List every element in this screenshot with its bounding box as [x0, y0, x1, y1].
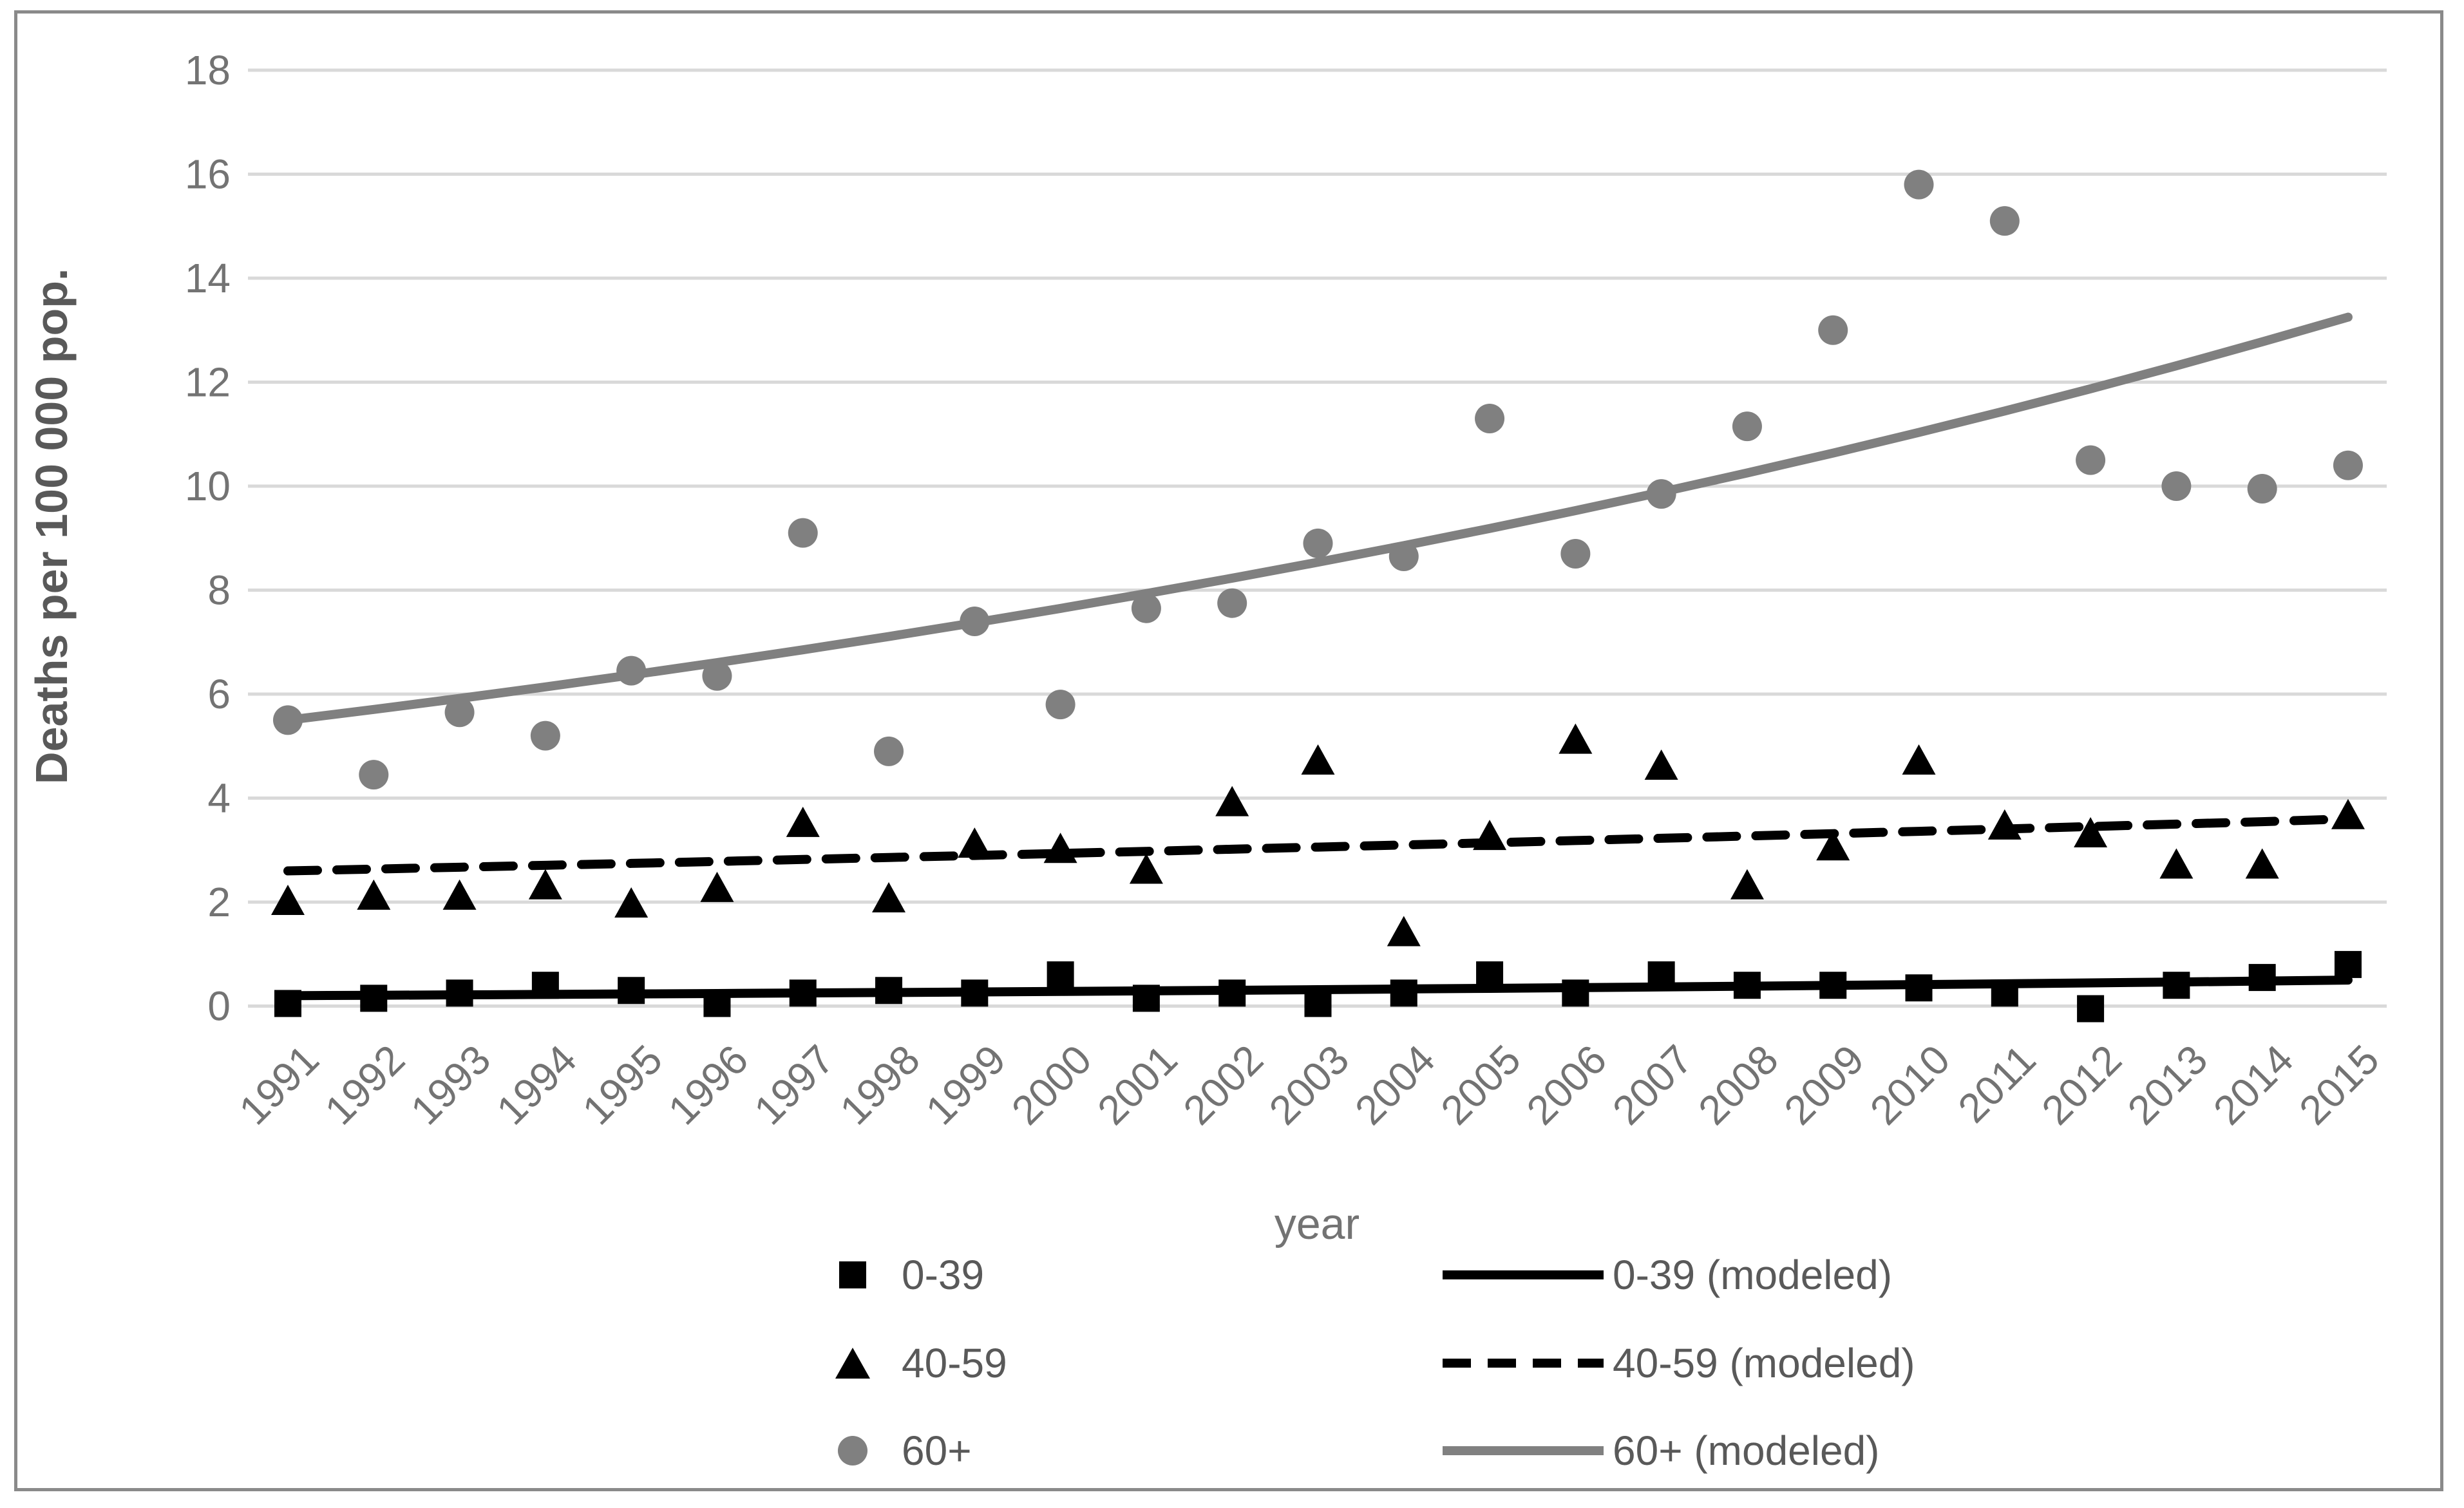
x-axis-title: year — [1274, 1200, 1360, 1249]
y-tick-label: 16 — [185, 151, 231, 198]
data-point — [1732, 411, 1762, 442]
legend-label: 60+ — [902, 1428, 972, 1474]
data-point — [874, 736, 904, 766]
data-point — [2161, 471, 2192, 501]
triangle-marker-icon — [835, 1348, 870, 1379]
series-60- — [273, 169, 2363, 790]
data-point — [528, 869, 562, 900]
legend-label: 0-39 (modeled) — [1613, 1252, 1892, 1298]
trendline-40-59-modeled- — [283, 814, 2353, 876]
data-point — [786, 806, 820, 837]
y-tick-label: 0 — [207, 983, 231, 1030]
data-point — [1303, 528, 1333, 558]
data-point — [2334, 950, 2362, 978]
data-point — [1560, 538, 1591, 569]
data-point — [1644, 749, 1678, 780]
data-point — [1304, 990, 1332, 1017]
data-point — [442, 879, 477, 910]
data-point — [2247, 474, 2277, 504]
data-point — [1215, 786, 1249, 816]
data-point — [1559, 723, 1593, 754]
legend-item-40-59: 40-59 — [832, 1334, 1007, 1393]
legend-item-40-59-modeled: 40-59 (modeled) — [1443, 1334, 1915, 1393]
data-point — [1217, 588, 1247, 618]
figure-border — [14, 10, 2443, 1491]
data-point — [1047, 961, 1074, 989]
data-point — [788, 518, 818, 548]
solid-black-line-icon — [1443, 1270, 1604, 1279]
trendline-0-39-modeled- — [283, 975, 2353, 1001]
legend-item-60plus: 60+ — [832, 1421, 972, 1480]
data-point — [2076, 445, 2106, 475]
legend-label: 40-59 — [902, 1340, 1007, 1386]
dashed-black-line-icon — [1443, 1359, 1604, 1368]
trendline-60-modeled- — [283, 312, 2353, 725]
solid-gray-line-icon — [1443, 1446, 1604, 1455]
legend-label: 60+ (modeled) — [1613, 1428, 1880, 1474]
data-point — [1131, 593, 1161, 623]
data-point — [530, 721, 560, 751]
data-point — [1816, 830, 1850, 861]
data-point — [1989, 206, 2020, 236]
y-tick-label: 18 — [185, 47, 231, 93]
y-tick-label: 4 — [207, 775, 231, 822]
data-point — [1129, 853, 1163, 884]
data-point — [1902, 744, 1936, 775]
circle-marker-icon — [838, 1436, 867, 1466]
data-point — [2159, 848, 2194, 879]
y-tick-label: 14 — [185, 255, 231, 301]
square-marker-icon — [839, 1261, 866, 1288]
legend-item-60plus-modeled: 60+ (modeled) — [1443, 1421, 1879, 1480]
data-point — [1904, 169, 1934, 200]
y-tick-label: 10 — [185, 463, 231, 509]
data-point — [872, 881, 906, 912]
y-tick-label: 8 — [207, 567, 231, 614]
data-point — [2245, 848, 2279, 879]
data-point — [444, 697, 475, 728]
data-point — [700, 871, 734, 902]
data-point — [2077, 995, 2105, 1023]
data-point — [359, 760, 389, 790]
legend-item-0-39-modeled: 0-39 (modeled) — [1443, 1245, 1892, 1305]
data-point — [1818, 315, 1848, 345]
data-point — [958, 827, 992, 858]
legend-label: 0-39 — [902, 1252, 985, 1298]
data-point — [271, 885, 305, 915]
data-point — [2074, 817, 2108, 848]
legend-label: 40-59 (modeled) — [1613, 1340, 1915, 1386]
y-tick-labels: 0 2 4 6 8 10 12 14 16 18 — [185, 47, 231, 1030]
data-point — [1045, 690, 1076, 720]
data-point — [2333, 450, 2363, 480]
data-point — [614, 887, 649, 918]
data-point — [1475, 404, 1505, 434]
data-point — [1730, 869, 1764, 900]
data-point — [357, 879, 391, 910]
y-tick-label: 2 — [207, 879, 231, 925]
y-tick-label: 6 — [207, 671, 231, 717]
legend-item-0-39: 0-39 — [832, 1245, 984, 1305]
gridlines — [248, 68, 2387, 1008]
y-tick-label: 12 — [185, 359, 231, 406]
data-point — [1301, 744, 1335, 775]
data-point — [1387, 916, 1421, 947]
data-point — [702, 661, 732, 691]
